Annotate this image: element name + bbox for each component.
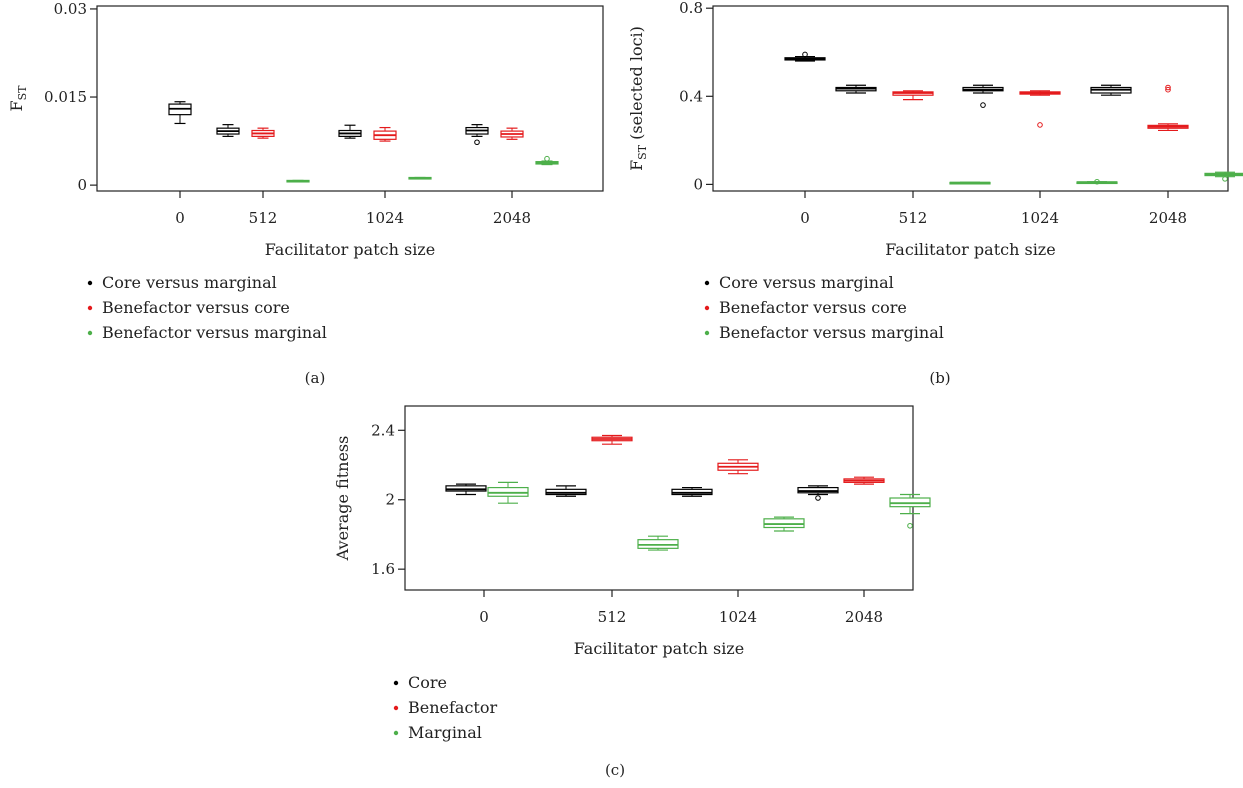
legend-marker (704, 280, 710, 286)
legend-label: Core (408, 673, 447, 692)
box-benefactor-versus-core-2048 (500, 127, 524, 140)
panel-b: 0 0.4 0.8 0 512 1024 2048 Facilitator patch siz… (627, 0, 1243, 387)
panel-a: 0 0.015 0.03 0 512 1024 2048 Facilitator patch … (7, 0, 604, 387)
box-benefactor-2048 (843, 476, 885, 485)
box-benefactor-versus-core-512 (892, 90, 934, 101)
plot-frame (404, 405, 914, 591)
box-marginal-1024 (763, 516, 805, 532)
box-core-512 (545, 485, 587, 497)
box-outlier (1222, 176, 1228, 182)
legend-label: Core versus marginal (102, 273, 277, 292)
x-tick-label: 512 (598, 608, 627, 626)
box-outlier (907, 522, 913, 529)
y-tick-label: 0 (693, 175, 703, 193)
box-core-versus-marginal-512 (216, 124, 240, 137)
y-tick-label: 0.4 (679, 87, 703, 105)
x-tick-label: 512 (249, 209, 278, 227)
box-core-versus-marginal-512 (835, 84, 877, 94)
box-benefactor-versus-marginal-1024 (1076, 178, 1118, 185)
box-outlier (815, 495, 821, 501)
legend-label: Benefactor (408, 698, 497, 717)
box-benefactor-versus-marginal-512 (949, 181, 991, 185)
legend-label: Benefactor versus core (719, 298, 907, 317)
legend-marker (393, 705, 399, 711)
box-benefactor-1024 (717, 459, 759, 475)
box-core-versus-marginal-1024 (338, 124, 362, 139)
y-tick-label: 0.8 (679, 0, 703, 17)
box-outlier (474, 139, 480, 146)
legend-marker (87, 330, 93, 336)
box-core-versus-marginal-0 (168, 101, 192, 125)
legend-marker (87, 280, 93, 286)
panel-c: 1.6 2 2.4 0 512 1024 2048 Facilitator patch siz… (333, 405, 931, 779)
y-tick-label: 2 (385, 491, 395, 509)
legend-label: Marginal (408, 723, 482, 742)
x-tick-label: 0 (800, 209, 810, 227)
box-outlier (802, 51, 808, 58)
legend-marker (393, 730, 399, 736)
x-tick-label: 1024 (1021, 209, 1059, 227)
legend-marker (704, 330, 710, 336)
box-marginal-2048 (889, 493, 931, 529)
box-marginal-512 (637, 535, 679, 551)
y-tick-label: 2.4 (371, 421, 395, 439)
panel-caption: (a) (305, 369, 326, 387)
x-tick-label: 2048 (845, 608, 883, 626)
panel-caption: (c) (605, 761, 625, 779)
box-benefactor-versus-marginal-1024 (408, 176, 432, 180)
y-axis-label: FST (7, 85, 29, 112)
box-outlier (980, 102, 986, 108)
y-axis-label: Average fitness (333, 436, 352, 562)
box-outlier (1165, 84, 1171, 91)
y-axis-label: FST (selected loci) (627, 26, 649, 171)
box-outlier (1037, 122, 1043, 128)
x-axis-label: Facilitator patch size (265, 240, 435, 259)
box-core-versus-marginal-1024 (962, 84, 1004, 108)
y-tick-label: 1.6 (371, 560, 395, 578)
box-benefactor-512 (591, 434, 633, 445)
box-outlier (1165, 86, 1171, 93)
box-benefactor-versus-marginal-2048 (535, 155, 559, 166)
legend-label: Benefactor versus marginal (102, 323, 327, 342)
box-benefactor-versus-marginal-2048 (1204, 171, 1243, 182)
x-tick-label: 512 (899, 209, 928, 227)
box-marginal-0 (487, 481, 529, 504)
legend-label: Benefactor versus core (102, 298, 290, 317)
x-axis-label: Facilitator patch size (885, 240, 1055, 259)
x-tick-label: 0 (479, 608, 489, 626)
plot-frame (712, 5, 1229, 192)
x-axis-label: Facilitator patch size (574, 639, 744, 658)
y-tick-label: 0 (77, 176, 87, 194)
box-core-0 (445, 483, 487, 496)
legend-marker (87, 305, 93, 311)
legend-label: Core versus marginal (719, 273, 894, 292)
x-tick-label: 1024 (366, 209, 404, 227)
box-outlier (1094, 178, 1100, 185)
box-core-versus-marginal-2048 (465, 124, 489, 146)
legend-marker (393, 680, 399, 686)
box-core-versus-marginal-2048 (1090, 84, 1132, 96)
x-tick-label: 1024 (719, 608, 757, 626)
y-tick-label: 0.015 (44, 88, 87, 106)
box-outlier (544, 155, 550, 162)
box-benefactor-versus-core-512 (251, 127, 275, 139)
box-benefactor-versus-core-1024 (373, 126, 397, 142)
x-tick-label: 0 (175, 209, 185, 227)
y-tick-label: 0.03 (54, 0, 87, 18)
x-tick-label: 2048 (493, 209, 531, 227)
box-core-1024 (671, 486, 713, 497)
box-core-2048 (797, 485, 839, 501)
box-core-versus-marginal-0 (784, 51, 826, 62)
x-tick-label: 2048 (1149, 209, 1187, 227)
panel-caption: (b) (929, 369, 950, 387)
legend-label: Benefactor versus marginal (719, 323, 944, 342)
box-benefactor-versus-core-2048 (1147, 84, 1189, 132)
legend-marker (704, 305, 710, 311)
box-benefactor-versus-marginal-512 (286, 179, 310, 183)
box-benefactor-versus-core-1024 (1019, 90, 1061, 128)
plot-frame (96, 5, 604, 192)
